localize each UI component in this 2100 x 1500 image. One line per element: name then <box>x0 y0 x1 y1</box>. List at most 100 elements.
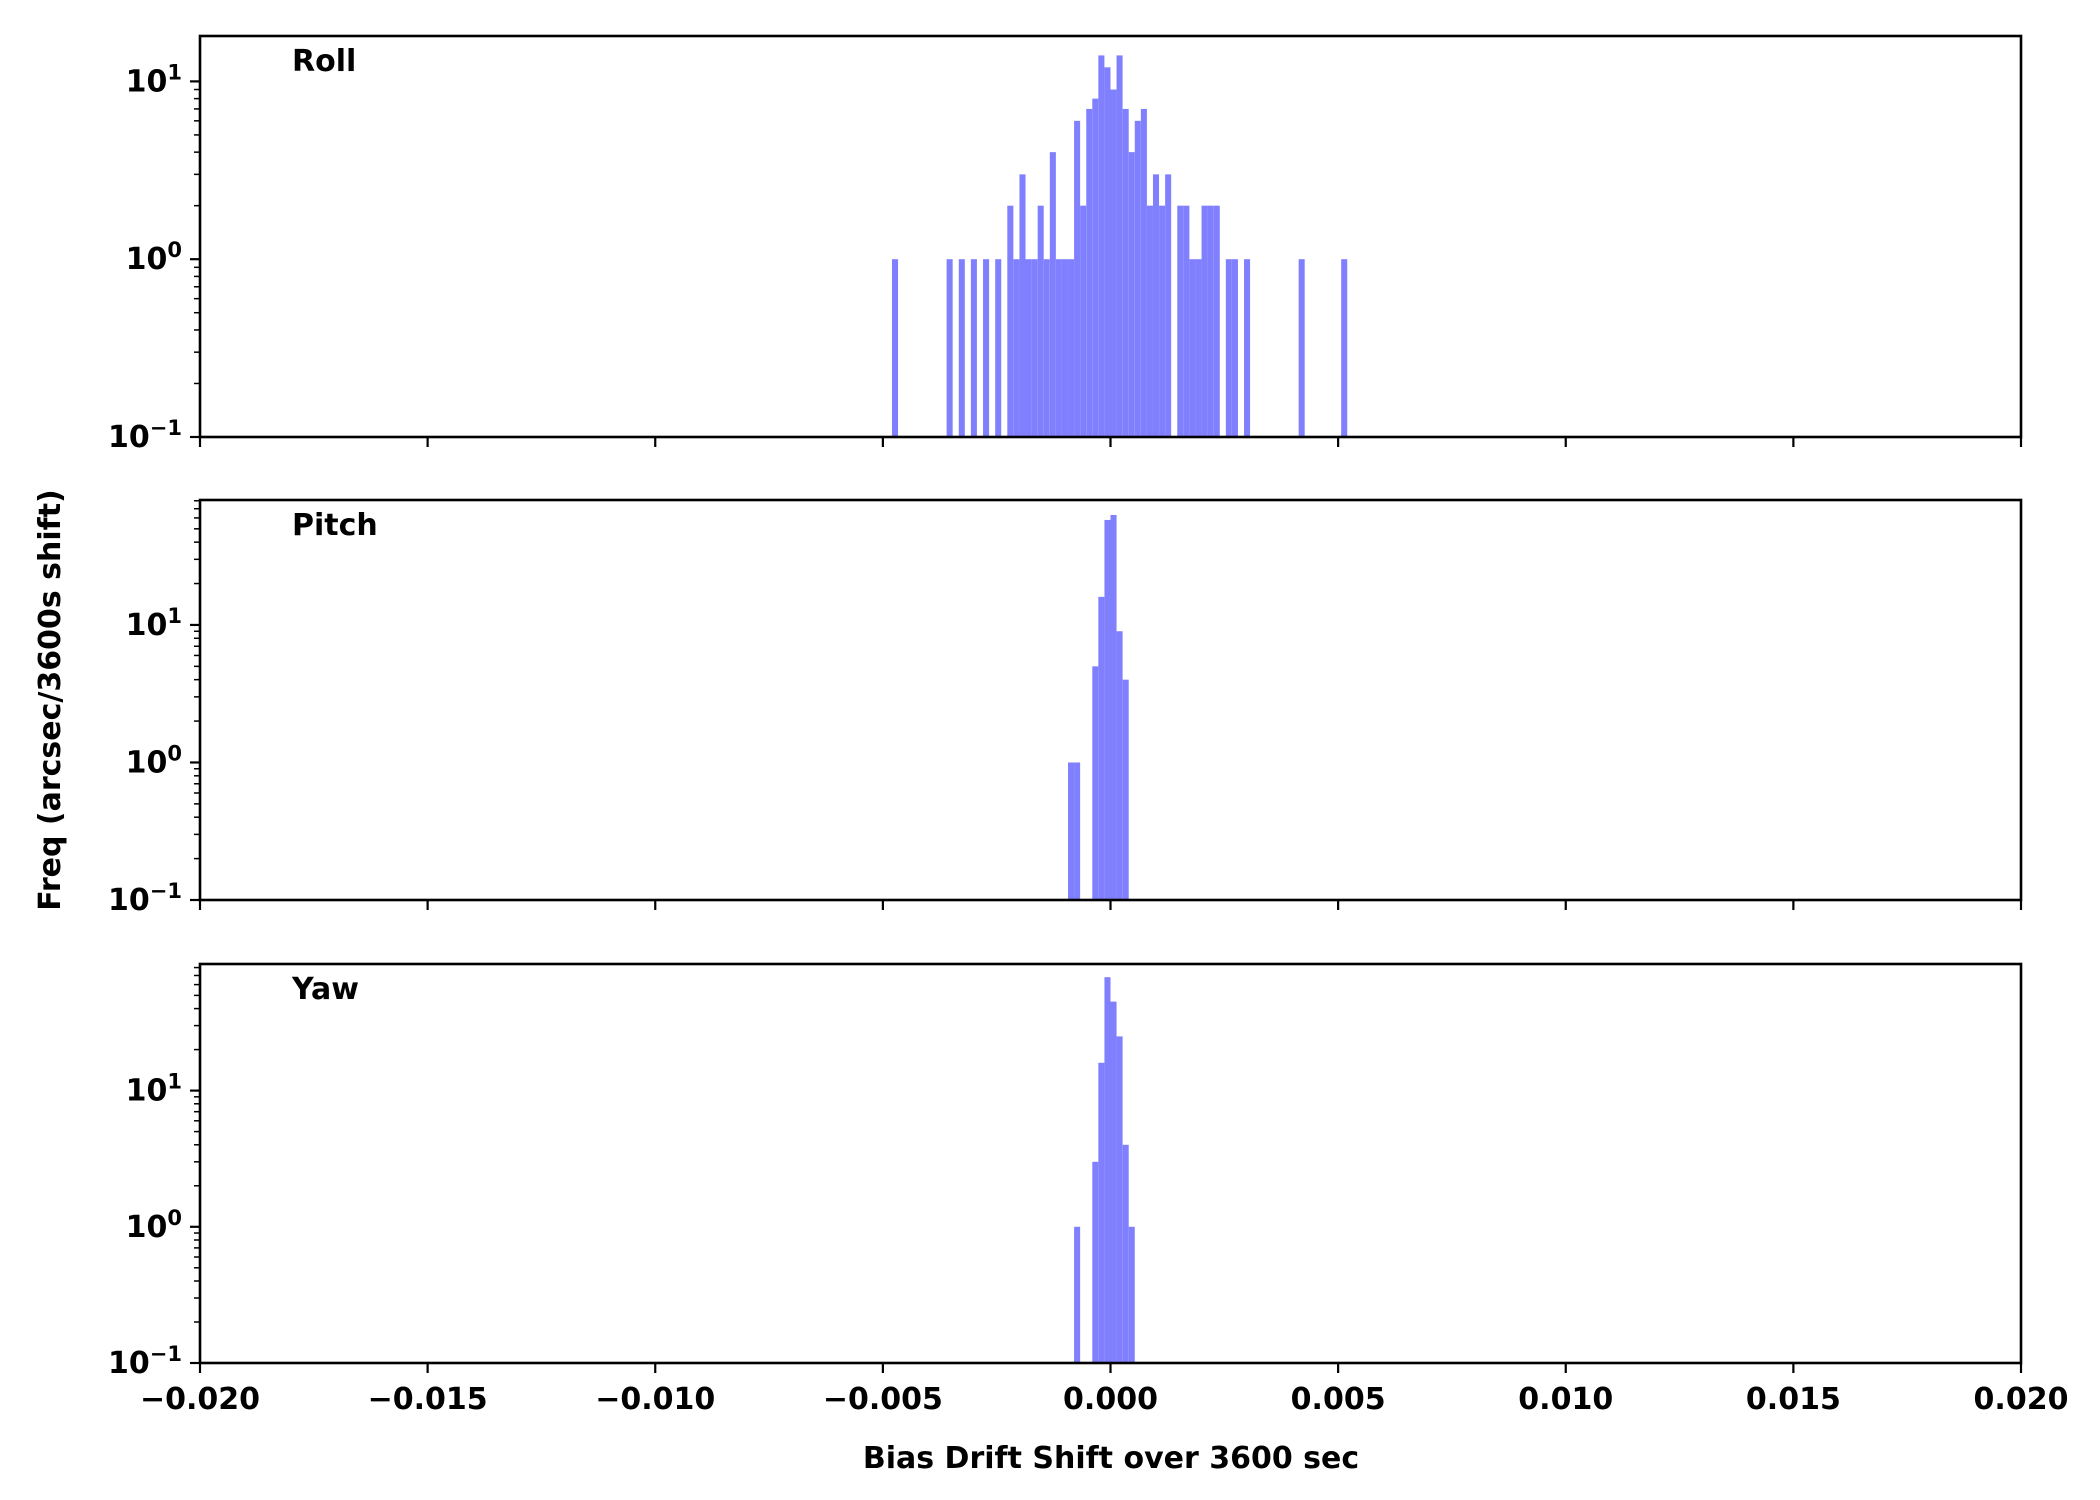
histogram-bar <box>1134 120 1141 438</box>
histogram-bar <box>995 259 1002 437</box>
histogram-bar <box>1231 259 1238 437</box>
tick-exponent: −1 <box>150 1342 182 1366</box>
histogram-bar <box>1055 259 1062 437</box>
histogram-bar <box>1104 519 1111 900</box>
histogram-bar <box>1195 259 1202 437</box>
histogram-bar <box>1104 977 1111 1363</box>
histogram-bar <box>1128 152 1135 437</box>
tick-exponent: 1 <box>167 604 182 628</box>
histogram-bar <box>1025 259 1032 437</box>
histogram-bar <box>1244 259 1251 437</box>
histogram-bar <box>958 259 965 437</box>
histogram-bar <box>1019 174 1026 437</box>
tick-base: 10 <box>126 608 168 643</box>
tick-base: 10 <box>126 64 168 99</box>
y-tick-label: 101 <box>126 1070 182 1109</box>
histogram-bar <box>1201 205 1208 437</box>
panel-label: Pitch <box>292 508 378 543</box>
tick-base: 10 <box>126 745 168 780</box>
histogram-bar <box>1341 259 1348 437</box>
histogram-bar <box>946 259 953 437</box>
y-tick-label: 101 <box>126 604 182 643</box>
x-tick-label: −0.020 <box>140 1382 260 1417</box>
histogram-bar <box>1043 259 1050 437</box>
histogram-bar <box>970 259 977 437</box>
histogram-bar <box>1189 259 1196 437</box>
histogram-bar <box>1116 55 1123 437</box>
histogram-bar <box>1213 205 1220 437</box>
tick-base: 10 <box>108 1346 150 1381</box>
histogram-bar <box>1098 55 1105 437</box>
histogram-bar <box>1074 120 1081 438</box>
histogram-bar <box>1159 205 1166 437</box>
histogram-bar <box>1110 1001 1117 1363</box>
histogram-bar <box>1225 259 1232 437</box>
y-tick-label: 100 <box>126 1206 182 1245</box>
tick-exponent: 1 <box>167 60 182 84</box>
histogram-bar <box>1037 205 1044 437</box>
histogram-bar <box>1122 679 1129 900</box>
panel-label: Roll <box>292 44 356 79</box>
x-tick-label: 0.015 <box>1746 1382 1841 1417</box>
histogram-bar <box>1068 259 1075 437</box>
tick-base: 10 <box>126 1210 168 1245</box>
histogram-bar <box>1092 1161 1099 1363</box>
tick-base: 10 <box>108 420 150 455</box>
x-tick-label: 0.000 <box>1063 1382 1158 1417</box>
histogram-bar <box>1146 205 1153 437</box>
tick-exponent: −1 <box>150 416 182 440</box>
x-tick-label: −0.010 <box>595 1382 715 1417</box>
histogram-bar <box>1068 762 1075 900</box>
histogram-bar <box>1092 98 1099 438</box>
x-tick-label: 0.005 <box>1291 1382 1386 1417</box>
y-tick-label: 10−1 <box>108 416 182 455</box>
histogram-bar <box>1165 174 1172 437</box>
histogram-bar <box>983 259 990 437</box>
x-tick-label: −0.015 <box>368 1382 488 1417</box>
histogram-bar <box>1110 89 1117 437</box>
x-tick-label: 0.010 <box>1518 1382 1613 1417</box>
tick-exponent: −1 <box>150 879 182 903</box>
panel-yaw: −0.020 −0.015 −0.010 −0.005 0.000 0.005 0.010 0… <box>108 962 2069 1417</box>
histogram-bar <box>1007 205 1014 437</box>
histogram-bar <box>1122 1144 1129 1363</box>
histogram-bar <box>1207 205 1214 437</box>
y-tick-label: 10−1 <box>108 879 182 918</box>
tick-exponent: 1 <box>167 1070 182 1094</box>
tick-exponent: 0 <box>167 238 182 262</box>
y-tick-label: 101 <box>126 60 182 99</box>
histogram-bar <box>1116 631 1123 900</box>
histogram-bar <box>1031 259 1038 437</box>
y-tick-label: 10−1 <box>108 1342 182 1381</box>
histogram-bar <box>1098 1062 1105 1363</box>
histogram-bar <box>1061 259 1068 437</box>
histogram-bar <box>1116 1036 1123 1363</box>
histogram-bar <box>1122 108 1129 437</box>
tick-exponent: 0 <box>167 741 182 765</box>
histogram-bar <box>891 259 899 437</box>
histogram-bar <box>1110 515 1117 900</box>
histogram-bar <box>1074 1226 1081 1363</box>
x-tick-label: −0.005 <box>823 1382 943 1417</box>
x-axis-label: Bias Drift Shift over 3600 sec <box>863 1441 1359 1476</box>
histogram-bar <box>1140 108 1147 437</box>
histogram-bar <box>1013 259 1020 437</box>
y-tick-label: 100 <box>126 238 182 277</box>
histogram-bar <box>1074 762 1081 900</box>
tick-base: 10 <box>126 242 168 277</box>
histogram-bar <box>1098 596 1105 900</box>
panel-label: Yaw <box>291 972 359 1007</box>
histogram-bar <box>1183 205 1190 437</box>
histogram-bar <box>1298 259 1305 437</box>
histogram-bar <box>1092 666 1099 900</box>
x-tick-label: 0.020 <box>1974 1382 2069 1417</box>
tick-base: 10 <box>108 883 150 918</box>
y-axis-label: Freq (arcsec/3600s shift) <box>33 489 68 911</box>
histogram-bar <box>1177 205 1184 437</box>
tick-exponent: 0 <box>167 1206 182 1230</box>
histogram-bar <box>1080 205 1087 437</box>
y-tick-label: 100 <box>126 741 182 780</box>
